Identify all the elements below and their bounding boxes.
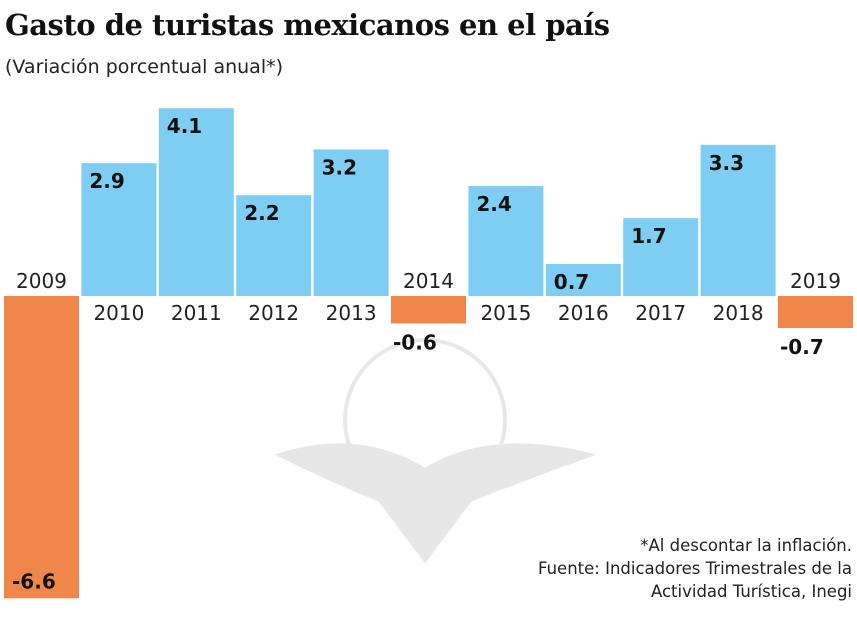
bar-2019	[778, 296, 853, 329]
bar-2018	[700, 144, 776, 296]
data-label-2017: 1.7	[631, 224, 666, 248]
data-label-2013: 3.2	[322, 155, 357, 179]
data-label-2011: 4.1	[167, 114, 202, 138]
category-label-2016: 2016	[558, 301, 609, 325]
data-label-2009: -6.6	[12, 569, 56, 593]
data-label-2012: 2.2	[244, 201, 279, 225]
chart-title: Gasto de turistas mexicanos en el país	[5, 8, 610, 42]
bar-2010	[81, 163, 157, 296]
data-label-2015: 2.4	[476, 192, 511, 216]
category-label-2013: 2013	[326, 301, 377, 325]
bar-2016	[545, 263, 621, 296]
category-label-2011: 2011	[171, 301, 222, 325]
chart-subtitle: (Variación porcentual anual*)	[5, 56, 284, 78]
bar-2014	[391, 296, 466, 324]
data-label-2014: -0.6	[393, 330, 437, 354]
source-line-1: Fuente: Indicadores Trimestrales de la	[538, 559, 852, 578]
bar-2011	[158, 108, 234, 296]
category-label-2012: 2012	[248, 301, 299, 325]
category-label-2014: 2014	[403, 269, 454, 293]
data-label-2018: 3.3	[709, 151, 744, 175]
bar-2013	[313, 149, 389, 296]
footnote: *Al descontar la inflación.	[640, 536, 852, 555]
data-label-2016: 0.7	[554, 270, 589, 294]
bar-2017	[623, 218, 699, 296]
chart-notes: *Al descontar la inflación. Fuente: Indi…	[538, 534, 852, 603]
category-label-2018: 2018	[713, 301, 764, 325]
bar-2012	[236, 195, 312, 296]
data-label-2019: -0.7	[780, 335, 824, 359]
bar-2009	[4, 296, 79, 599]
source-line-2: Actividad Turística, Inegi	[650, 582, 852, 601]
category-label-2019: 2019	[790, 269, 841, 293]
category-label-2017: 2017	[635, 301, 686, 325]
watermark-logo	[274, 338, 597, 564]
data-label-2010: 2.9	[89, 169, 124, 193]
category-label-2010: 2010	[93, 301, 144, 325]
bar-2015	[468, 186, 544, 296]
category-label-2009: 2009	[16, 269, 67, 293]
category-label-2015: 2015	[480, 301, 531, 325]
